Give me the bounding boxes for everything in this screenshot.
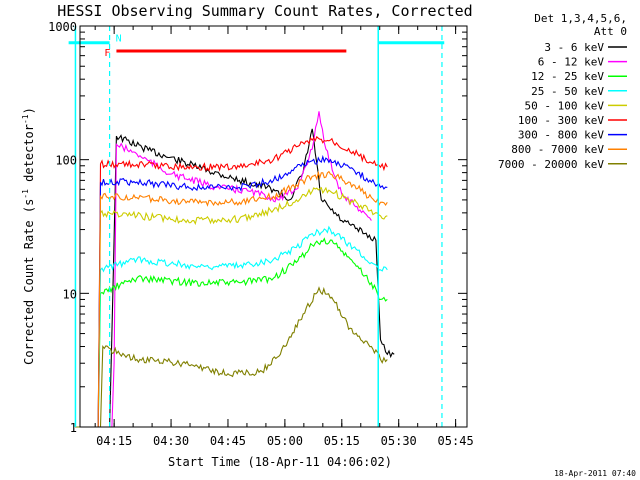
x-tick-label-2: 04:30 xyxy=(153,434,189,448)
series-line-6 xyxy=(75,135,388,428)
legend-label-3: 12 - 25 keV xyxy=(531,70,604,83)
y-axis: 1 10 100 1000 xyxy=(48,20,467,435)
y-tick-label-1: 1 xyxy=(70,421,77,435)
flag-f-label: F xyxy=(104,48,110,59)
legend: Det 1,3,4,5,6, Att 0 3 - 6 keV 6 - 12 keV… xyxy=(498,12,627,171)
series-line-9 xyxy=(75,286,388,428)
legend-label-5: 50 - 100 keV xyxy=(525,99,605,112)
legend-label-2: 6 - 12 keV xyxy=(538,56,605,69)
series-line-5 xyxy=(75,186,388,428)
series-group xyxy=(75,111,395,428)
series-line-7 xyxy=(75,154,388,428)
y-tick-label-3: 100 xyxy=(55,154,77,168)
legend-label-9: 7000 - 20000 keV xyxy=(498,158,604,171)
y-tick-label-4: 1000 xyxy=(48,20,77,34)
chart-title: HESSI Observing Summary Count Rates, Cor… xyxy=(57,2,472,20)
x-axis: 04:15 04:30 04:45 05:00 05:15 05:30 05:45 xyxy=(94,26,474,448)
plot-frame xyxy=(79,25,468,428)
legend-label-7: 300 - 800 keV xyxy=(518,129,604,142)
series-line-3 xyxy=(75,237,388,428)
legend-label-1: 3 - 6 keV xyxy=(544,41,604,54)
y-axis-label-sup2: -1 xyxy=(21,114,30,124)
y-tick-label-2: 10 xyxy=(63,287,77,301)
x-tick-label-5: 05:15 xyxy=(324,434,360,448)
legend-label-6: 100 - 300 keV xyxy=(518,114,604,127)
y-axis-label-part1: Corrected Count Rate (s xyxy=(22,199,36,365)
series-line-1 xyxy=(75,128,395,428)
annotations-group: NF xyxy=(68,26,445,427)
series-line-2 xyxy=(75,111,372,428)
y-axis-label-sup1: -1 xyxy=(21,189,30,199)
flag-n-label: N xyxy=(116,34,122,45)
x-tick-label-7: 05:45 xyxy=(438,434,474,448)
x-axis-label: Start Time (18-Apr-11 04:06:02) xyxy=(168,455,392,469)
series-line-4 xyxy=(75,225,388,428)
x-tick-label-4: 05:00 xyxy=(267,434,303,448)
x-tick-label-6: 05:30 xyxy=(381,434,417,448)
x-tick-label-1: 04:15 xyxy=(96,434,132,448)
y-axis-label-part2: detector xyxy=(22,124,36,189)
legend-label-8: 800 - 7000 keV xyxy=(511,143,604,156)
legend-header-line2: Att 0 xyxy=(594,25,627,38)
x-tick-label-3: 04:45 xyxy=(210,434,246,448)
series-line-8 xyxy=(75,170,388,428)
legend-header-line1: Det 1,3,4,5,6, xyxy=(534,12,627,25)
y-axis-label: Corrected Count Rate (s-1 detector-1) xyxy=(21,107,36,365)
footer-date: 18-Apr-2011 07:40 xyxy=(554,469,636,478)
y-axis-label-part3: ) xyxy=(22,107,36,114)
legend-label-4: 25 - 50 keV xyxy=(531,85,604,98)
